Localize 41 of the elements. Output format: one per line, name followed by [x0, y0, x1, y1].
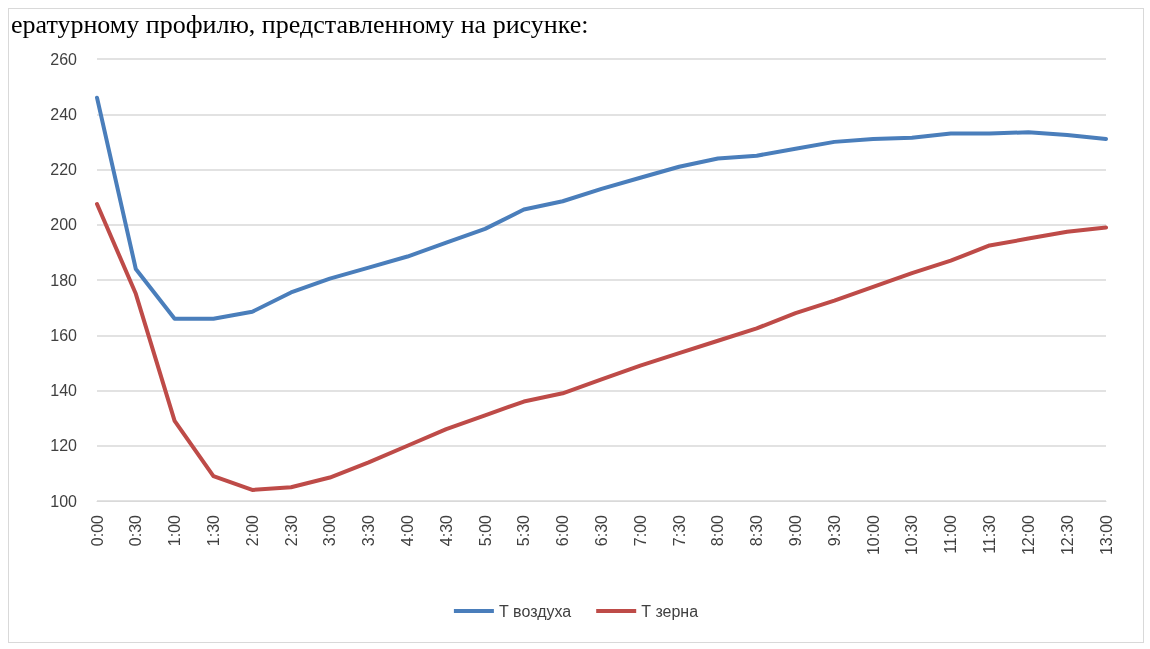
y-tick-label: 220 — [50, 161, 78, 178]
x-tick-label: 13:00 — [1097, 514, 1115, 556]
x-tick-label: 10:00 — [864, 514, 882, 556]
y-tick-label: 160 — [50, 326, 78, 344]
x-tick-label: 4:00 — [398, 514, 416, 547]
y-tick-label: 140 — [50, 382, 78, 399]
x-tick-label: 3:00 — [321, 514, 339, 547]
y-tick-label: 120 — [50, 437, 78, 455]
x-tick-label: 6:30 — [593, 514, 610, 547]
x-tick-label: 1:30 — [204, 514, 222, 547]
text: ературному профилю, представленному на рисунке: — [11, 9, 589, 39]
x-tick-label: 5:00 — [476, 514, 494, 547]
x-tick-label: 9:30 — [825, 514, 843, 547]
x-tick-label: 11:00 — [942, 514, 960, 554]
x-tick-label: 7:00 — [631, 514, 649, 547]
x-tick-label: 2:00 — [243, 514, 261, 547]
line-series — [95, 202, 1108, 492]
x-tick-label: 8:30 — [748, 514, 766, 547]
legend-label: Т зерна — [641, 602, 699, 620]
x-tick-label: 12:00 — [1019, 514, 1037, 556]
y-tick-label: 240 — [50, 105, 78, 123]
y-tick-label: 200 — [50, 216, 78, 234]
x-tick-label: 10:30 — [903, 514, 921, 556]
x-tick-label: 4:30 — [437, 514, 455, 547]
x-tick-label: 9:00 — [787, 514, 805, 547]
x-tick-label: 12:30 — [1058, 514, 1076, 556]
x-tick-label: 1:00 — [166, 514, 184, 547]
x-tick-label: 7:30 — [670, 514, 688, 547]
x-tick-label: 3:30 — [360, 514, 378, 547]
x-tick-label: 0:00 — [88, 514, 106, 547]
x-tick-label: 6:00 — [554, 514, 572, 547]
x-tick-label: 8:00 — [709, 514, 727, 547]
y-tick-label: 260 — [50, 50, 78, 68]
x-tick-label: 0:30 — [127, 514, 145, 547]
y-tick-label: 100 — [50, 492, 78, 510]
x-tick-label: 2:30 — [282, 514, 300, 547]
y-tick-label: 180 — [50, 271, 78, 289]
x-tick-label: 5:30 — [515, 514, 533, 547]
line-series — [95, 95, 1108, 321]
x-tick-label: 11:30 — [981, 514, 999, 554]
legend-label: Т воздуха — [498, 602, 572, 620]
